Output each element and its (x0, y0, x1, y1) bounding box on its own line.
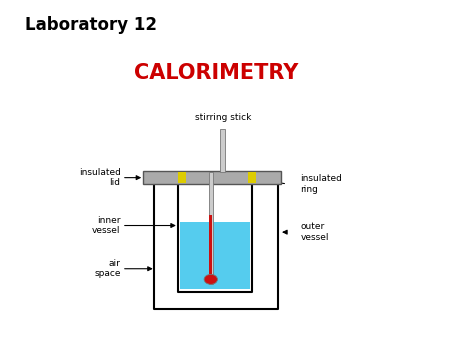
Bar (220, 129, 225, 172)
Bar (180, 222, 250, 289)
Text: air
space: air space (94, 259, 121, 279)
Text: insulated
lid: insulated lid (79, 168, 121, 187)
Text: insulated
ring: insulated ring (301, 174, 342, 194)
Text: CALORIMETRY: CALORIMETRY (134, 63, 298, 82)
Bar (178, 182, 252, 292)
Text: Laboratory 12: Laboratory 12 (25, 16, 157, 34)
Text: inner
vessel: inner vessel (92, 216, 121, 235)
Text: outer
vessel: outer vessel (301, 222, 329, 242)
Bar (248, 172, 256, 183)
Bar (143, 171, 280, 184)
Circle shape (204, 274, 217, 284)
Bar (178, 172, 186, 183)
Bar (208, 172, 213, 284)
Bar (209, 215, 212, 282)
Text: stirring stick: stirring stick (194, 114, 251, 122)
